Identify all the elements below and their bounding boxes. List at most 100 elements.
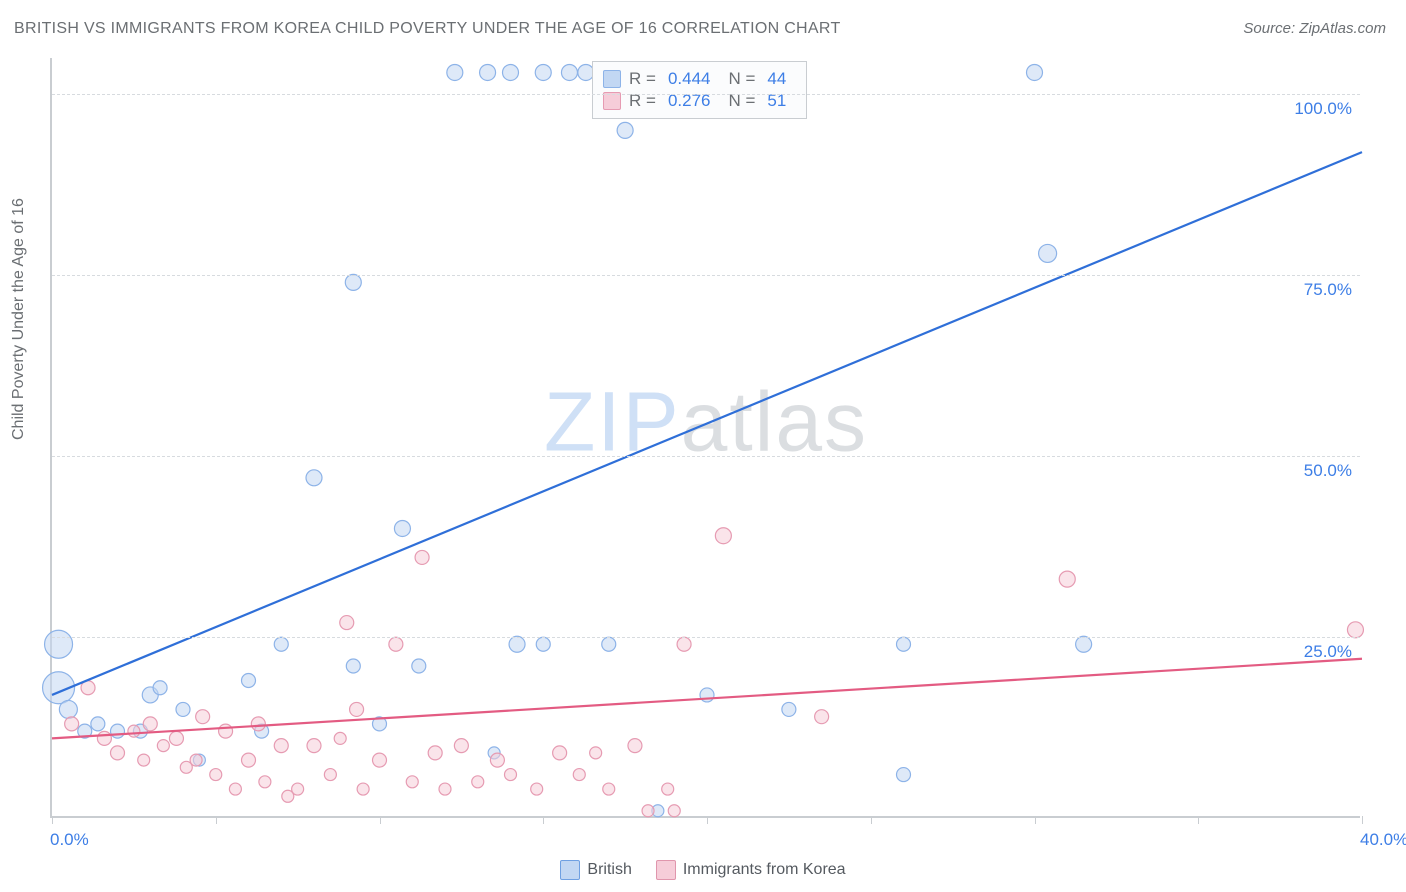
scatter-point	[169, 731, 183, 745]
legend-n-value: 44	[767, 68, 786, 90]
scatter-point	[897, 768, 911, 782]
scatter-point	[340, 616, 354, 630]
legend-stats-box: R =0.444N =44R =0.276N =51	[592, 61, 807, 119]
scatter-point	[668, 805, 680, 817]
scatter-point	[210, 769, 222, 781]
scatter-point	[1059, 571, 1075, 587]
scatter-point	[282, 790, 294, 802]
scatter-point	[897, 637, 911, 651]
scatter-point	[628, 739, 642, 753]
scatter-point	[346, 659, 360, 673]
scatter-point	[505, 769, 517, 781]
legend-label: Immigrants from Korea	[683, 861, 846, 879]
scatter-point	[509, 636, 525, 652]
x-tick	[216, 816, 217, 824]
scatter-point	[1027, 64, 1043, 80]
scatter-point	[490, 753, 504, 767]
scatter-point	[65, 717, 79, 731]
scatter-point	[428, 746, 442, 760]
scatter-point	[617, 122, 633, 138]
scatter-point	[324, 769, 336, 781]
regression-line	[52, 152, 1362, 695]
scatter-point	[306, 470, 322, 486]
scatter-point	[454, 739, 468, 753]
scatter-point	[447, 64, 463, 80]
scatter-point	[472, 776, 484, 788]
legend-label: British	[587, 861, 631, 879]
scatter-point	[350, 702, 364, 716]
scatter-point	[59, 700, 77, 718]
scatter-point	[590, 747, 602, 759]
scatter-point	[229, 783, 241, 795]
scatter-point	[157, 740, 169, 752]
x-tick	[871, 816, 872, 824]
scatter-point	[406, 776, 418, 788]
x-tick	[52, 816, 53, 824]
y-tick-label: 100.0%	[1294, 99, 1352, 119]
scatter-point	[480, 64, 496, 80]
x-tick	[543, 816, 544, 824]
scatter-point	[389, 637, 403, 651]
scatter-point	[111, 746, 125, 760]
scatter-point	[782, 702, 796, 716]
legend-r-value: 0.444	[668, 68, 711, 90]
scatter-point	[536, 637, 550, 651]
legend-swatch	[656, 860, 676, 880]
x-tick	[1035, 816, 1036, 824]
legend-swatch	[603, 70, 621, 88]
scatter-point	[553, 746, 567, 760]
legend-r-label: R =	[629, 68, 656, 90]
x-tick-label: 40.0%	[1360, 830, 1406, 850]
legend-swatch	[560, 860, 580, 880]
gridline	[52, 637, 1360, 638]
chart-container: BRITISH VS IMMIGRANTS FROM KOREA CHILD P…	[0, 0, 1406, 892]
scatter-point	[439, 783, 451, 795]
scatter-point	[274, 739, 288, 753]
scatter-point	[535, 64, 551, 80]
scatter-point	[242, 673, 256, 687]
scatter-point	[677, 637, 691, 651]
scatter-point	[394, 520, 410, 536]
scatter-point	[97, 731, 111, 745]
scatter-point	[1039, 244, 1057, 262]
x-tick-label: 0.0%	[50, 830, 89, 850]
scatter-point	[45, 630, 73, 658]
scatter-point	[573, 769, 585, 781]
scatter-point	[603, 783, 615, 795]
source-attribution: Source: ZipAtlas.com	[1243, 20, 1386, 37]
gridline	[52, 456, 1360, 457]
y-tick-label: 25.0%	[1304, 642, 1352, 662]
scatter-point	[642, 805, 654, 817]
x-tick	[1198, 816, 1199, 824]
scatter-point	[242, 753, 256, 767]
y-axis-label: Child Poverty Under the Age of 16	[10, 198, 28, 440]
scatter-point	[190, 754, 202, 766]
scatter-point	[91, 717, 105, 731]
scatter-point	[259, 776, 271, 788]
scatter-point	[602, 637, 616, 651]
scatter-point	[176, 702, 190, 716]
scatter-point	[345, 274, 361, 290]
y-tick-label: 75.0%	[1304, 280, 1352, 300]
scatter-point	[219, 724, 233, 738]
y-tick-label: 50.0%	[1304, 461, 1352, 481]
x-tick	[1362, 816, 1363, 824]
scatter-point	[531, 783, 543, 795]
scatter-point	[143, 717, 157, 731]
plot-area: ZIPatlas R =0.444N =44R =0.276N =51 25.0…	[50, 58, 1360, 818]
gridline	[52, 275, 1360, 276]
scatter-point	[274, 637, 288, 651]
scatter-point	[138, 754, 150, 766]
scatter-point	[815, 710, 829, 724]
scatter-point	[334, 732, 346, 744]
scatter-point	[1076, 636, 1092, 652]
scatter-point	[251, 717, 265, 731]
chart-title: BRITISH VS IMMIGRANTS FROM KOREA CHILD P…	[14, 20, 841, 38]
x-tick	[380, 816, 381, 824]
scatter-point	[561, 64, 577, 80]
regression-line	[52, 659, 1362, 739]
x-tick	[707, 816, 708, 824]
scatter-point	[415, 550, 429, 564]
scatter-point	[153, 681, 167, 695]
scatter-point	[412, 659, 426, 673]
